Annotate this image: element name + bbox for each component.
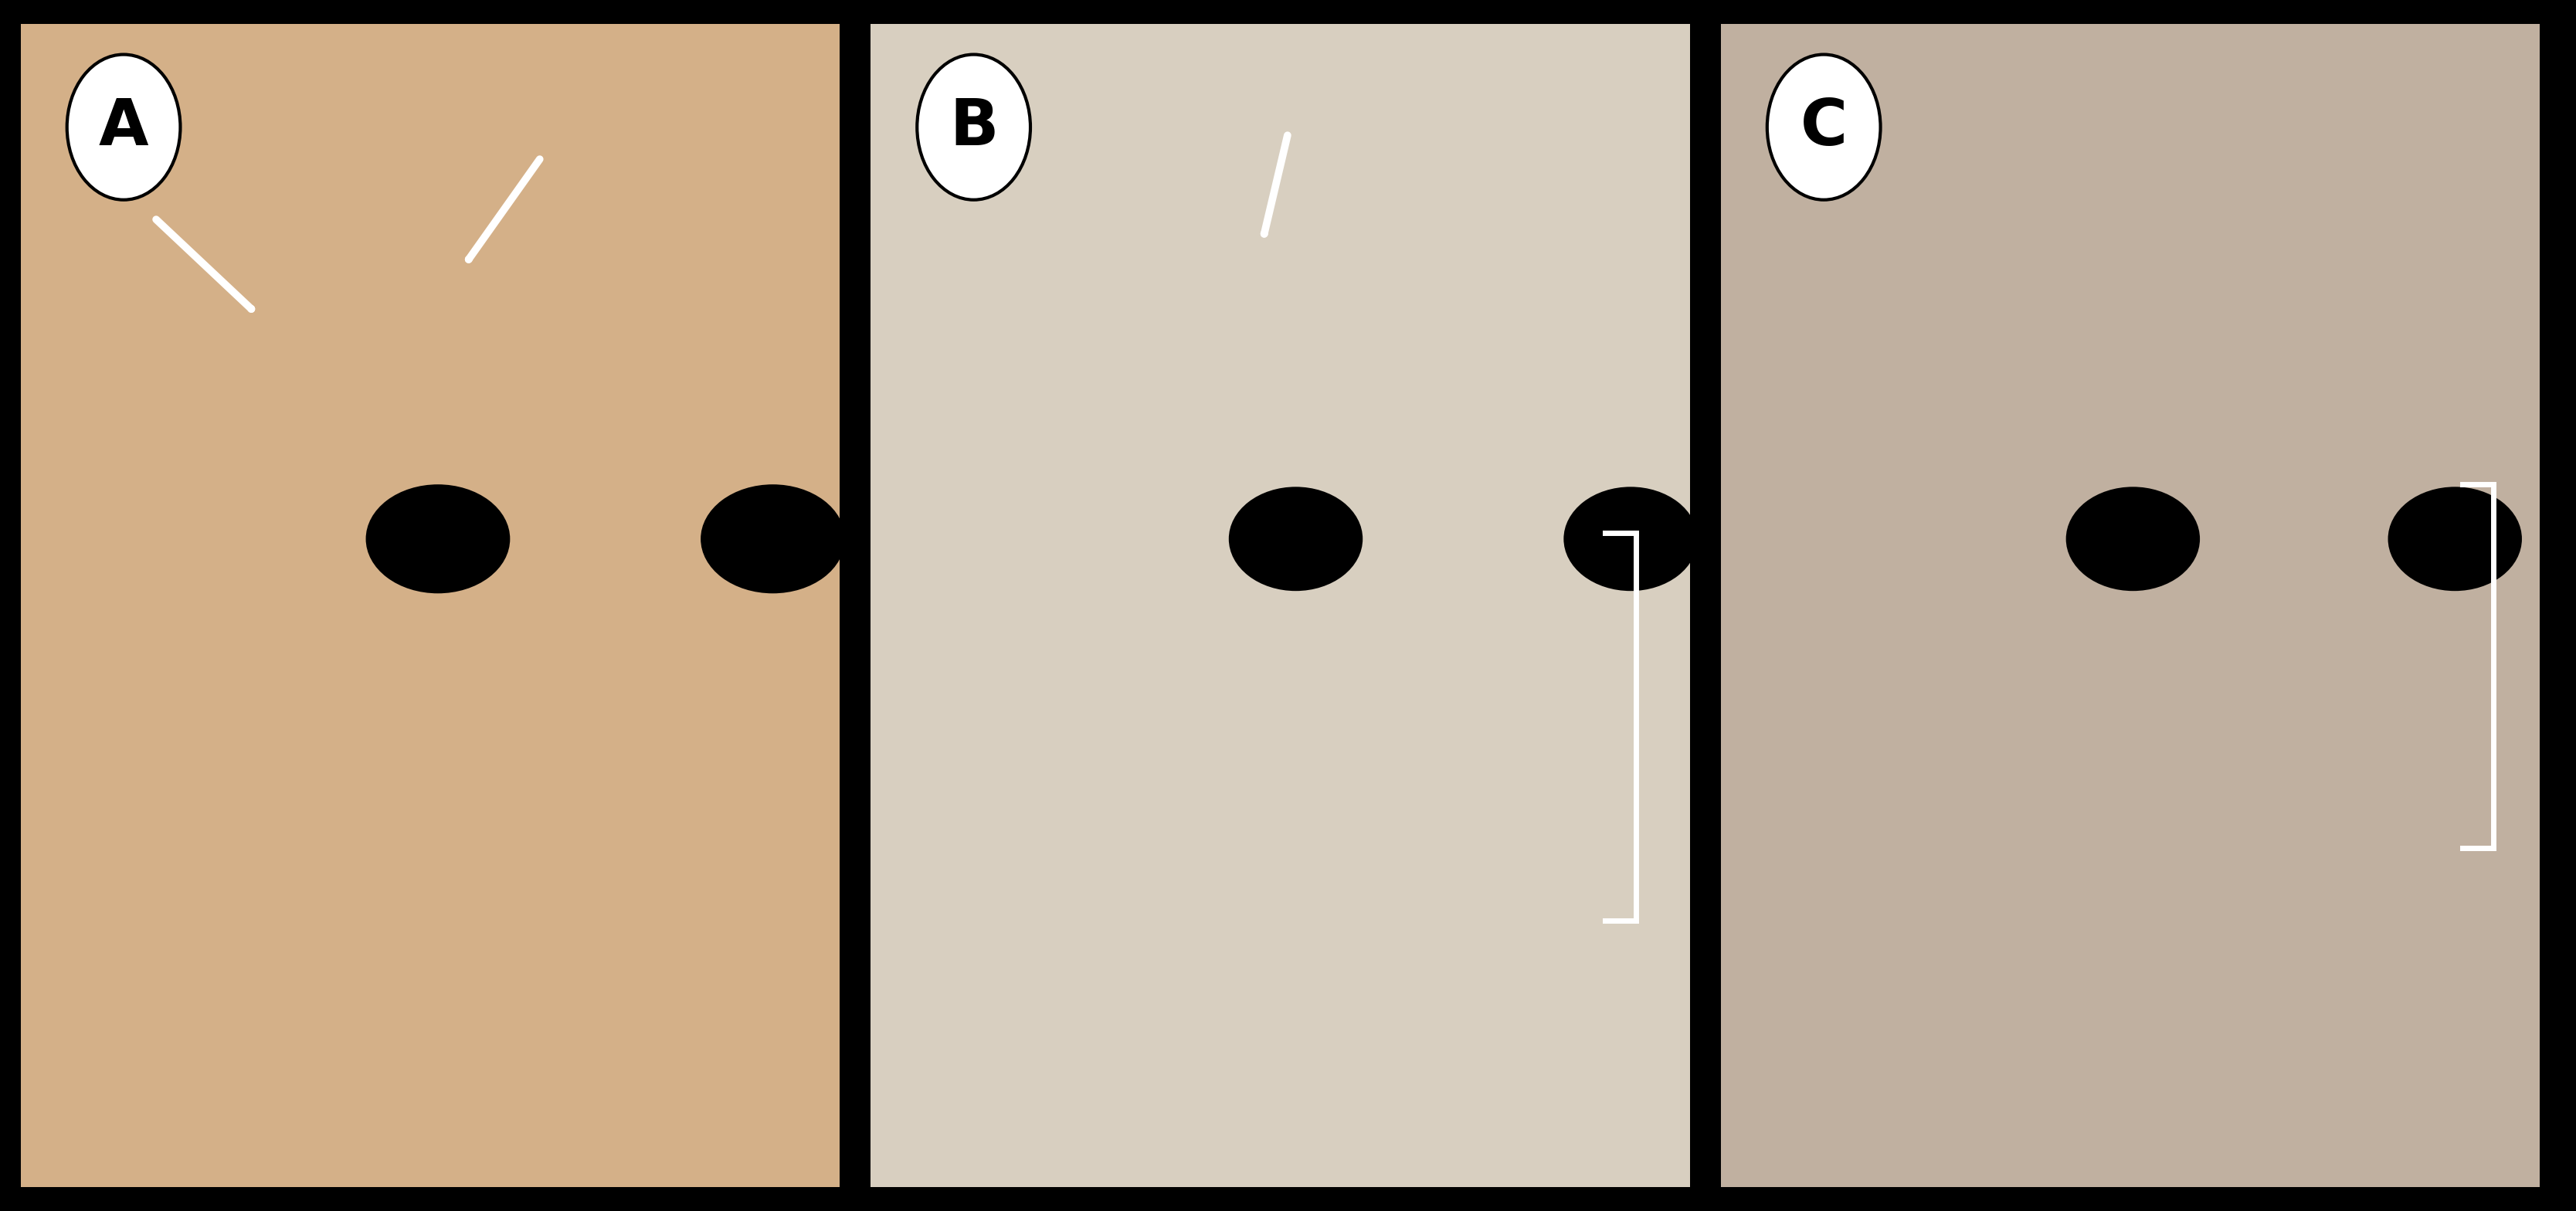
Ellipse shape	[366, 484, 510, 593]
Ellipse shape	[917, 54, 1030, 200]
Bar	[1721, 24, 2540, 1187]
Bar	[871, 24, 1690, 1187]
Ellipse shape	[1229, 487, 1363, 591]
Ellipse shape	[1564, 487, 1698, 591]
Text: A: A	[98, 96, 149, 159]
Text: B: B	[948, 96, 999, 159]
Ellipse shape	[701, 484, 845, 593]
Ellipse shape	[67, 54, 180, 200]
Ellipse shape	[1767, 54, 1880, 200]
Text: C: C	[1801, 96, 1847, 159]
Bar	[21, 24, 840, 1187]
Ellipse shape	[2388, 487, 2522, 591]
Ellipse shape	[2066, 487, 2200, 591]
